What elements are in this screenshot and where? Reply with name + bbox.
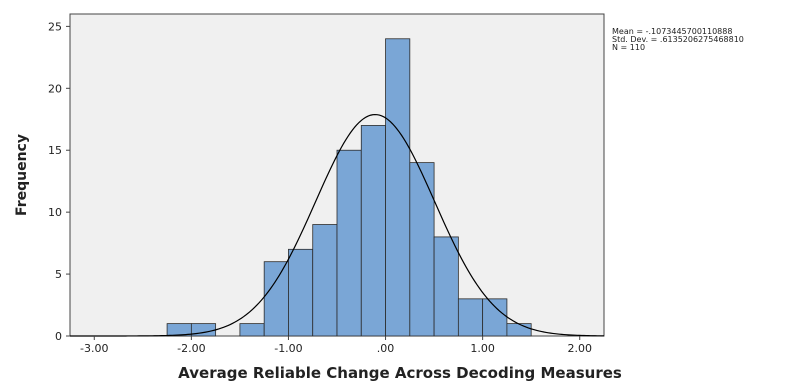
histogram-bar-8 — [385, 38, 411, 337]
y-tick-label: 10 — [48, 206, 62, 219]
y-tick-label: 5 — [55, 268, 62, 281]
histogram-bar-3 — [263, 261, 289, 337]
y-axis-title: Frequency — [14, 134, 30, 216]
histogram-bar-5 — [312, 224, 338, 337]
x-tick-label: -1.00 — [274, 342, 302, 355]
x-tick-label: 2.00 — [567, 342, 592, 355]
y-tick-label: 15 — [48, 144, 62, 157]
stats-line: Std. Dev. = .6135206275468810 — [612, 35, 744, 44]
stats-line: Mean = -.1073445700110888 — [612, 27, 732, 36]
normal-curve — [70, 113, 605, 337]
histogram-bar-7 — [360, 125, 386, 337]
y-tick-label: 25 — [48, 20, 62, 33]
histogram-bar-11 — [457, 298, 484, 337]
histogram-bar-12 — [482, 298, 508, 337]
histogram-bar-2 — [239, 323, 265, 337]
histogram-bar-9 — [409, 162, 435, 337]
bars-group — [166, 38, 532, 337]
histogram-bar-10 — [433, 236, 459, 337]
x-axis: -3.00 -2.00 -1.00 .00 1.00 2.00 — [80, 336, 592, 355]
x-axis-title: Average Reliable Change Across Decoding … — [178, 364, 622, 381]
y-tick-label: 20 — [48, 82, 62, 95]
y-axis: 0 5 10 15 20 25 — [48, 20, 70, 343]
x-tick-label: 1.00 — [470, 342, 495, 355]
y-tick-label: 0 — [55, 330, 62, 343]
x-tick-label: -3.00 — [80, 342, 108, 355]
histogram-bar-6 — [336, 149, 362, 337]
x-tick-label: -2.00 — [177, 342, 205, 355]
histogram-bar-4 — [288, 248, 314, 337]
histogram-bar-13 — [506, 323, 532, 337]
stats-line: N = 110 — [612, 43, 645, 52]
x-tick-label: .00 — [377, 342, 395, 355]
